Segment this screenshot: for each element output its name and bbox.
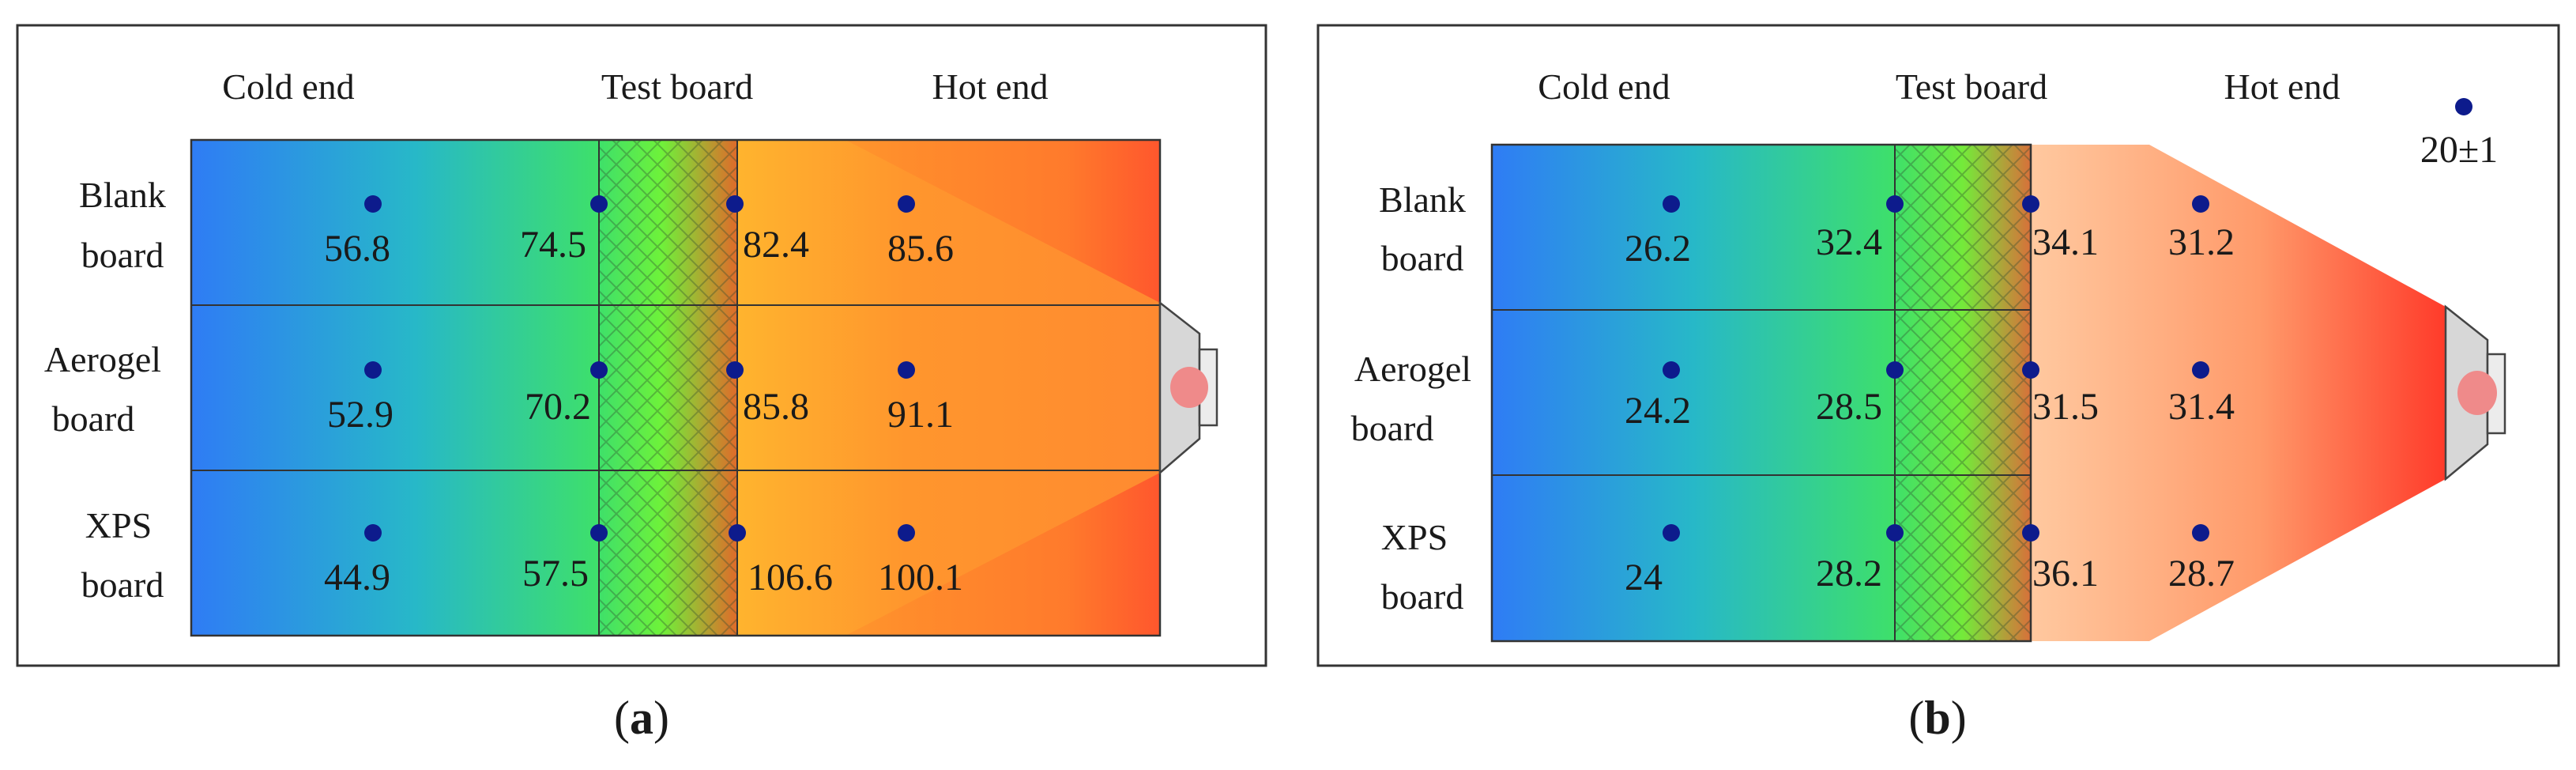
temperature-value: 24.2 xyxy=(1625,390,1691,432)
temperature-value: 70.2 xyxy=(525,386,591,428)
measurement-point xyxy=(590,524,608,542)
cold-end-region xyxy=(191,140,599,636)
temperature-value: 34.1 xyxy=(2032,221,2099,263)
temperature-value: 52.9 xyxy=(327,394,394,436)
panel-b-caption: (b) xyxy=(1908,692,1966,744)
header-cold-end: Cold end xyxy=(222,66,354,107)
temperature-value: 31.2 xyxy=(2168,221,2235,263)
measurement-point xyxy=(590,195,608,213)
temperature-value: 32.4 xyxy=(1816,221,1882,263)
measurement-point xyxy=(364,361,382,379)
measurement-point xyxy=(1886,361,1904,379)
heat-beam xyxy=(2029,145,2446,641)
measurement-point xyxy=(2022,195,2039,213)
measurement-point xyxy=(726,195,744,213)
row-label-xps-line2: board xyxy=(1381,576,1464,617)
header-test-board: Test board xyxy=(601,66,753,107)
cold-end-region xyxy=(1492,145,1895,641)
measurement-point xyxy=(726,361,744,379)
row-label-aerogel-line2: board xyxy=(1351,408,1434,448)
temperature-value: 28.2 xyxy=(1816,553,1882,594)
temperature-value: 26.2 xyxy=(1625,228,1691,270)
row-label-blank-line1: Blank xyxy=(79,175,166,215)
row-label-blank-line2: board xyxy=(1381,238,1464,278)
measurement-point xyxy=(2192,361,2209,379)
temperature-value: 85.6 xyxy=(887,228,954,270)
temperature-value: 85.8 xyxy=(743,386,809,428)
measurement-point xyxy=(2022,361,2039,379)
header-hot-end: Hot end xyxy=(2224,66,2341,107)
measurement-point xyxy=(590,361,608,379)
temperature-value: 56.8 xyxy=(324,228,390,270)
temperature-value: 28.7 xyxy=(2168,553,2235,594)
temperature-value: 91.1 xyxy=(887,394,954,436)
row-label-aerogel-line1: Aerogel xyxy=(44,339,161,379)
measurement-point xyxy=(1886,524,1904,542)
row-label-blank-line2: board xyxy=(81,235,164,275)
temperature-value: 82.4 xyxy=(743,224,809,266)
temperature-value: 28.5 xyxy=(1816,386,1882,428)
panel-a-caption: (a) xyxy=(614,692,669,744)
measurement-point xyxy=(1663,195,1680,213)
row-label-xps-line2: board xyxy=(81,564,164,605)
measurement-point xyxy=(1663,361,1680,379)
heater-lamp-icon xyxy=(2444,304,2506,481)
measurement-point xyxy=(2192,524,2209,542)
temperature-value: 24 xyxy=(1625,557,1663,598)
header-test-board: Test board xyxy=(1896,66,2047,107)
measurement-point xyxy=(898,361,915,379)
measurement-point xyxy=(364,524,382,542)
row-label-aerogel-line1: Aerogel xyxy=(1354,349,1471,389)
panel-a: Cold end Test board Hot end Blank board … xyxy=(16,24,1267,744)
temperature-value: 74.5 xyxy=(520,224,586,266)
temperature-value: 100.1 xyxy=(878,557,963,598)
measurement-point xyxy=(1886,195,1904,213)
row-label-blank-line1: Blank xyxy=(1379,179,1466,220)
heat-beam xyxy=(845,140,1160,636)
header-hot-end: Hot end xyxy=(932,66,1049,107)
measurement-point xyxy=(898,195,915,213)
heater-lamp-icon xyxy=(1158,300,1218,475)
test-board-hatch xyxy=(1895,145,2031,641)
temperature-value: 36.1 xyxy=(2032,553,2099,594)
row-label-xps-line1: XPS xyxy=(1381,517,1448,557)
temperature-value: 57.5 xyxy=(522,553,589,594)
temperature-value: 44.9 xyxy=(324,557,390,598)
measurement-point xyxy=(1663,524,1680,542)
row-label-xps-line1: XPS xyxy=(85,505,152,545)
panel-b: Cold end Test board Hot end 20±1 Blank b… xyxy=(1316,24,2560,744)
measurement-point xyxy=(2022,524,2039,542)
temperature-value: 31.4 xyxy=(2168,386,2235,428)
test-board-hatch xyxy=(599,140,737,636)
measurement-point xyxy=(364,195,382,213)
row-label-aerogel-line2: board xyxy=(52,398,135,439)
header-cold-end: Cold end xyxy=(1538,66,1670,107)
temperature-value: 31.5 xyxy=(2032,386,2099,428)
measurement-point xyxy=(2192,195,2209,213)
ambient-marker xyxy=(2455,98,2472,115)
measurement-point xyxy=(729,524,746,542)
ambient-temperature: 20±1 xyxy=(2420,129,2498,171)
temperature-value: 106.6 xyxy=(748,557,833,598)
board-frame xyxy=(1490,143,2032,643)
measurement-point xyxy=(898,524,915,542)
